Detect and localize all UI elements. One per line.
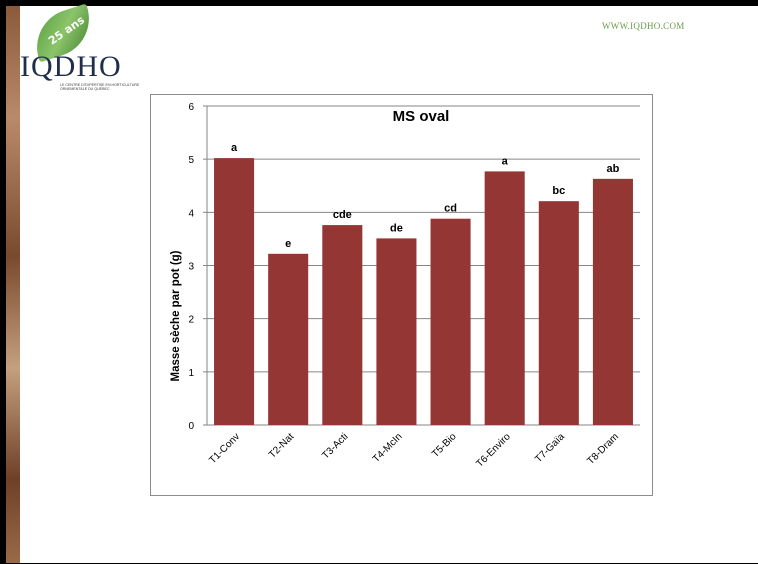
chart-title: MS oval [393, 108, 450, 125]
y-tick-label: 5 [188, 155, 194, 166]
data-label: ab [607, 163, 620, 175]
x-tick-label: T2-Nat [267, 431, 297, 461]
y-tick-label: 6 [188, 102, 194, 113]
data-label: e [285, 238, 291, 250]
x-tick-label: T3-Acti [320, 431, 350, 461]
x-tick-label: T5-Bio [430, 431, 459, 460]
bar-t7-ga-a [538, 201, 579, 425]
data-label: a [231, 142, 238, 154]
bar-t2-nat [268, 253, 309, 425]
bar-t6-enviro [484, 171, 525, 425]
x-tick-label: T4-McIn [371, 431, 405, 465]
data-label: cde [333, 209, 352, 221]
bar-t4-mcin [376, 238, 417, 425]
iqdho-logo: 25 ans IQDHO Le centre d'expertise en ho… [20, 3, 160, 100]
logo-tagline: Le centre d'expertise en horticulture or… [60, 83, 140, 92]
bar-t1-conv [214, 158, 255, 425]
data-label: de [390, 222, 403, 234]
website-url[interactable]: WWW.IQDHO.COM [602, 21, 685, 31]
decorative-photo-strip [6, 6, 20, 563]
chart-container: 0 1 2 3 4 5 6 a T1-Conv e T2-Nat cde T3-Acti de T4-Mc… [150, 94, 653, 496]
logo-name: IQDHO [20, 50, 122, 83]
bar-t5-bio [430, 218, 471, 425]
bar-t8-dram [592, 178, 633, 425]
y-tick-label: 1 [188, 368, 194, 379]
x-tick-label: T6-Enviro [474, 431, 513, 470]
y-tick-label: 4 [188, 208, 194, 219]
data-label: a [502, 155, 509, 167]
y-tick-label: 3 [188, 262, 194, 273]
y-axis-label: Masse sèche par pot (g) [170, 250, 182, 381]
bar-t3-acti [322, 225, 363, 425]
x-tick-label: T7-Gaïa [533, 431, 567, 465]
x-tick-label: T8-Dram [585, 431, 621, 467]
data-label: bc [552, 185, 565, 197]
x-tick-label: T1-Conv [207, 431, 242, 466]
y-tick-label: 2 [188, 315, 194, 326]
bar-chart: 0 1 2 3 4 5 6 a T1-Conv e T2-Nat cde T3-Acti de T4-Mc… [170, 102, 640, 470]
data-label: cd [444, 203, 457, 215]
y-tick-label: 0 [188, 421, 194, 432]
